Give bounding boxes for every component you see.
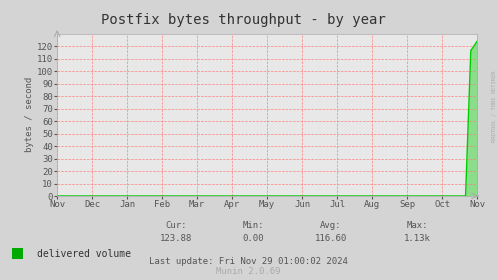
Y-axis label: bytes / second: bytes / second (25, 77, 34, 152)
Text: Min:: Min: (243, 221, 264, 230)
Text: Max:: Max: (407, 221, 428, 230)
Text: 123.88: 123.88 (161, 234, 192, 243)
Text: delivered volume: delivered volume (37, 249, 131, 259)
Text: 0.00: 0.00 (243, 234, 264, 243)
Text: Postfix bytes throughput - by year: Postfix bytes throughput - by year (101, 13, 386, 27)
Text: RRDTOOL / TOBI OETIKER: RRDTOOL / TOBI OETIKER (491, 71, 496, 142)
Text: Munin 2.0.69: Munin 2.0.69 (216, 267, 281, 276)
Text: Cur:: Cur: (166, 221, 187, 230)
Text: Last update: Fri Nov 29 01:00:02 2024: Last update: Fri Nov 29 01:00:02 2024 (149, 257, 348, 266)
Text: 116.60: 116.60 (315, 234, 346, 243)
Text: 1.13k: 1.13k (404, 234, 431, 243)
Text: Avg:: Avg: (320, 221, 341, 230)
